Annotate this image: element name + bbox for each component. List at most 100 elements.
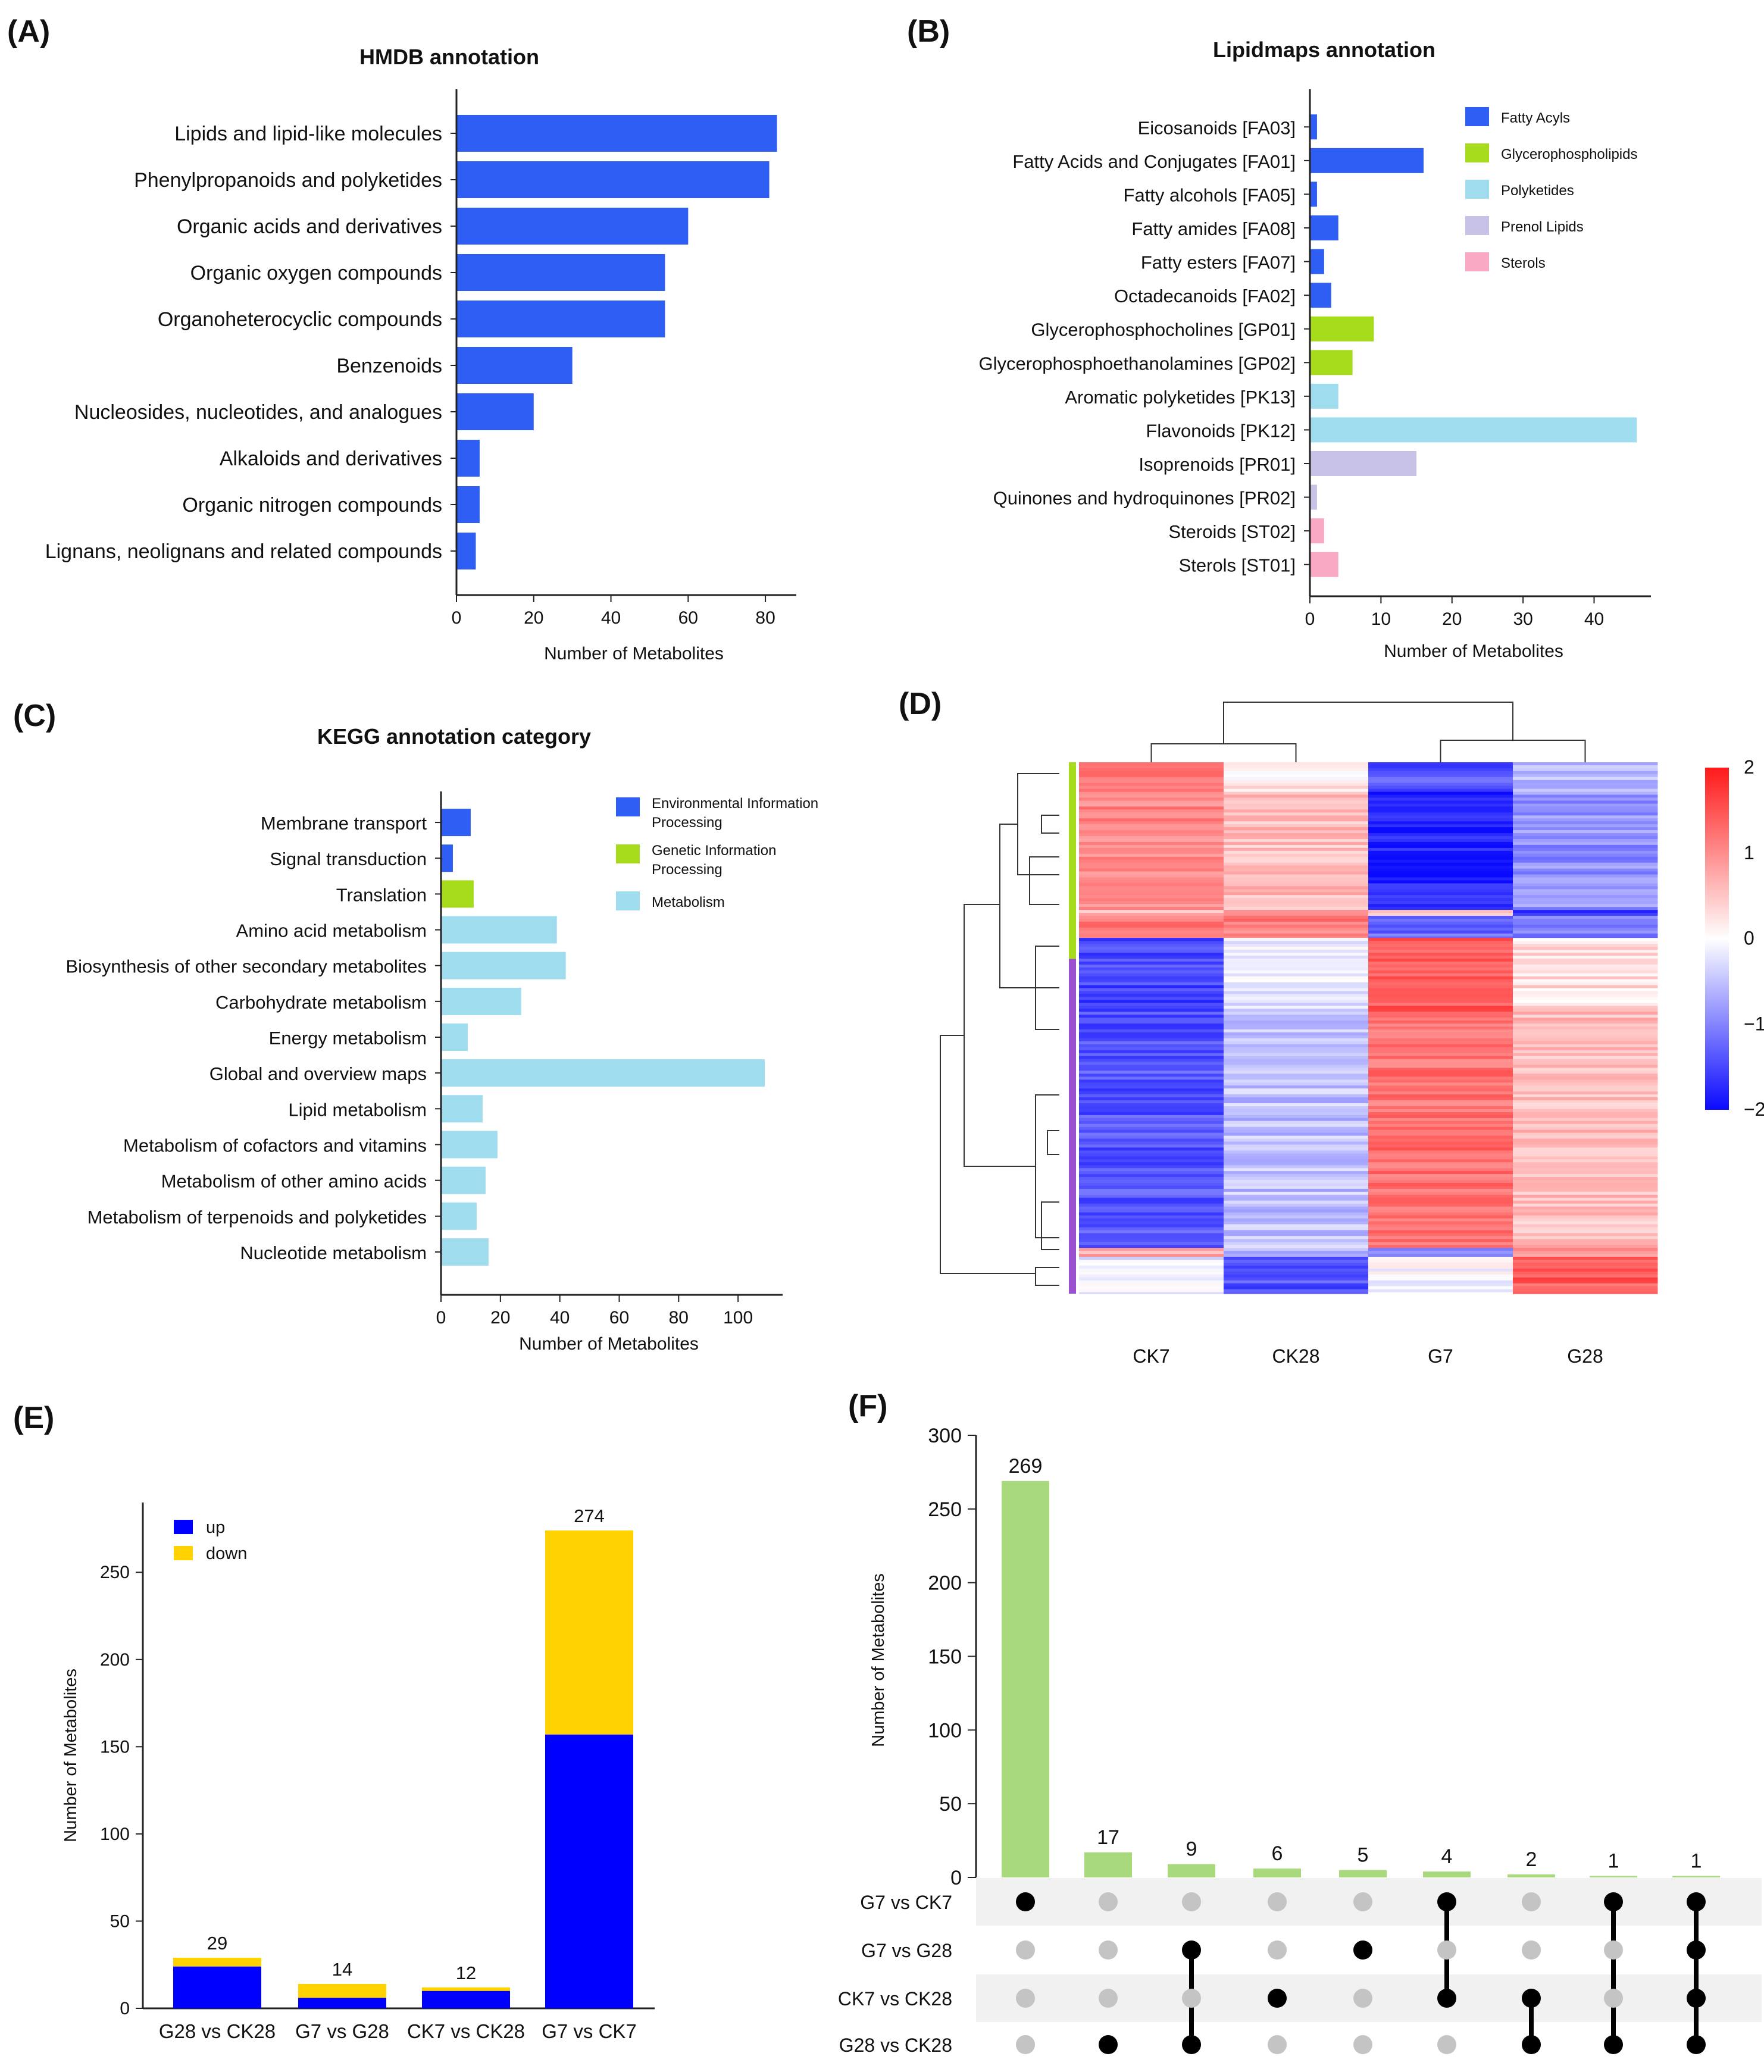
legend-swatch [1465, 180, 1489, 199]
heatmap-cell [1513, 1120, 1658, 1125]
upset-chart: (F) 0 50 100 150 200 250 300 Number of Metabolit… [838, 1389, 1762, 2056]
heatmap-cell [1079, 1162, 1224, 1166]
heatmap-cell [1513, 1236, 1658, 1240]
heatmap-cell [1224, 1165, 1369, 1169]
heatmap-cell [1224, 1097, 1369, 1101]
heatmap-cell [1079, 803, 1224, 807]
heatmap-cell [1224, 927, 1369, 931]
heatmap-cell [1224, 765, 1369, 769]
heatmap-cell [1224, 762, 1369, 766]
heatmap-cell [1513, 1150, 1658, 1154]
heatmap-cell [1079, 955, 1224, 959]
color-scale-tick: −1 [1744, 1013, 1764, 1034]
heatmap-cell [1368, 859, 1513, 863]
heatmap-cell [1368, 1000, 1513, 1003]
intersection-bar [1253, 1868, 1301, 1877]
heatmap-cell [1368, 815, 1513, 819]
heatmap-cell [1368, 836, 1513, 840]
heatmap-cell [1513, 803, 1658, 807]
heatmap-cell [1079, 982, 1224, 986]
heatmap-cell [1079, 1024, 1224, 1027]
heatmap-cell [1224, 964, 1369, 968]
figure-panel-d: (D) CK7 CK28 G7 G28 2 1 0 −1 −2 [881, 678, 1764, 1369]
category-label: Translation [336, 884, 427, 905]
heatmap-cell [1513, 856, 1658, 860]
heatmap-cell [1079, 947, 1224, 950]
heatmap-cell [1079, 1185, 1224, 1190]
heatmap-cell [1513, 1265, 1658, 1269]
heatmap-cell [1513, 1079, 1658, 1083]
heatmap-cell [1079, 1015, 1224, 1018]
heatmap-cell [1513, 794, 1658, 799]
heatmap-cell [1513, 1097, 1658, 1101]
stacked-bar-segment [173, 1958, 261, 1967]
bar [441, 880, 474, 908]
heatmap-cell [1513, 812, 1658, 816]
heatmap-cell [1368, 886, 1513, 890]
heatmap-cell [1513, 847, 1658, 852]
heatmap-cell [1224, 1256, 1369, 1260]
category-label: G7 vs CK7 [542, 2020, 637, 2042]
heatmap-cell [1513, 1251, 1658, 1254]
heatmap-cell [1079, 892, 1224, 896]
heatmap-cell [1224, 1194, 1369, 1198]
heatmap-cell [1368, 1165, 1513, 1169]
heatmap-cell [1513, 877, 1658, 881]
heatmap-cell [1079, 1268, 1224, 1272]
heatmap-cell [1079, 1254, 1224, 1257]
heatmap-cell [1513, 913, 1658, 916]
heatmap-cell [1079, 924, 1224, 928]
heatmap-cell [1368, 1068, 1513, 1072]
heatmap-cell [1513, 1118, 1658, 1122]
category-label: Fatty amides [FA08] [1131, 218, 1296, 239]
heatmap-cell [1368, 1230, 1513, 1234]
heatmap-cell [1079, 1041, 1224, 1045]
matrix-dot [1687, 1989, 1706, 2008]
bar [456, 115, 777, 152]
heatmap-cell [1079, 1147, 1224, 1151]
heatmap-cell [1368, 933, 1513, 937]
heatmap-cell [1368, 1062, 1513, 1066]
heatmap-cell [1224, 1218, 1369, 1222]
heatmap-cell [1079, 1230, 1224, 1234]
y-axis-title: Number of Metabolites [61, 1669, 80, 1842]
legend-swatch [1465, 143, 1489, 162]
heatmap-cell [1224, 1015, 1369, 1018]
bar [441, 987, 521, 1015]
legend-swatch [1465, 216, 1489, 235]
heatmap-cell [1368, 1041, 1513, 1045]
heatmap-cell [1368, 907, 1513, 910]
matrix-dot [1182, 2035, 1201, 2054]
heatmap-cell [1368, 1206, 1513, 1210]
heatmap-cell [1079, 785, 1224, 790]
category-label: Metabolism of cofactors and vitamins [123, 1135, 427, 1156]
matrix-dot [1522, 1940, 1541, 1960]
heatmap-cell [1513, 1073, 1658, 1077]
heatmap-cell [1224, 1003, 1369, 1006]
heatmap-cell [1513, 927, 1658, 931]
heatmap-cell [1368, 1053, 1513, 1057]
heatmap-cell [1079, 915, 1224, 919]
heatmap-cell [1079, 856, 1224, 860]
x-tick-label: 60 [609, 1308, 629, 1328]
heatmap-cell [1513, 1230, 1658, 1234]
heatmap-cell [1513, 865, 1658, 869]
heatmap-cell [1513, 1021, 1658, 1024]
heatmap-cell [1368, 783, 1513, 787]
heatmap-cell [1079, 821, 1224, 825]
heatmap-cell [1079, 950, 1224, 953]
heatmap-cell [1079, 901, 1224, 904]
heatmap-cell [1224, 886, 1369, 890]
set-label: G28 vs CK28 [839, 2035, 952, 2056]
heatmap-cell [1513, 1182, 1658, 1187]
heatmap-cell [1224, 862, 1369, 866]
heatmap-cell [1368, 1144, 1513, 1148]
heatmap-cell [1513, 859, 1658, 863]
heatmap-cell [1513, 898, 1658, 902]
heatmap-cell [1368, 809, 1513, 813]
heatmap-cell [1079, 771, 1224, 775]
heatmap-cell [1079, 944, 1224, 947]
y-tick-label: 250 [928, 1498, 962, 1521]
category-label: Organic acids and derivatives [177, 215, 442, 238]
matrix-dot [1099, 1989, 1118, 2008]
